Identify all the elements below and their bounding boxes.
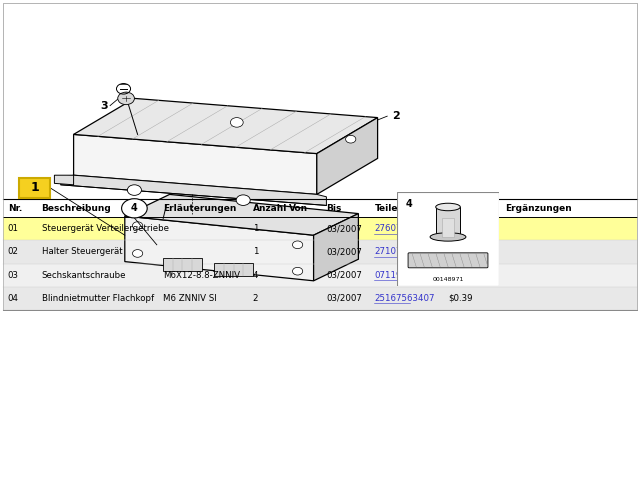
Text: 01: 01 xyxy=(8,225,19,233)
Polygon shape xyxy=(74,98,378,154)
Text: 07119905627: 07119905627 xyxy=(374,271,435,279)
Ellipse shape xyxy=(430,233,466,241)
Text: 27607607980: 27607607980 xyxy=(374,225,435,233)
Text: 25167563407: 25167563407 xyxy=(374,294,435,302)
Circle shape xyxy=(230,118,243,127)
Ellipse shape xyxy=(436,203,460,211)
Text: 03/2007: 03/2007 xyxy=(326,271,362,279)
Text: 2: 2 xyxy=(392,111,399,121)
Text: 02: 02 xyxy=(8,248,19,256)
Circle shape xyxy=(236,195,250,205)
Text: 3: 3 xyxy=(100,101,108,110)
Text: Beschreibung: Beschreibung xyxy=(42,204,111,213)
Text: 03/2007: 03/2007 xyxy=(326,248,362,256)
Text: 4: 4 xyxy=(131,204,138,213)
Bar xyxy=(3,3,637,310)
Polygon shape xyxy=(317,118,378,194)
Bar xyxy=(3,217,637,240)
Circle shape xyxy=(346,135,356,143)
Circle shape xyxy=(132,222,143,229)
Polygon shape xyxy=(74,134,317,194)
Text: Nr.: Nr. xyxy=(8,204,22,213)
Text: Erläuterungen: Erläuterungen xyxy=(163,204,237,213)
Circle shape xyxy=(122,199,147,218)
Bar xyxy=(3,287,637,310)
Text: M6 ZNNIV SI: M6 ZNNIV SI xyxy=(163,294,217,302)
Circle shape xyxy=(118,92,134,105)
Text: 1: 1 xyxy=(253,225,259,233)
Bar xyxy=(436,207,460,237)
Text: 1: 1 xyxy=(253,248,259,256)
Text: M6X12-8.8-ZNNIV: M6X12-8.8-ZNNIV xyxy=(163,271,240,279)
Circle shape xyxy=(292,267,303,275)
FancyBboxPatch shape xyxy=(408,253,488,268)
Bar xyxy=(163,258,202,271)
Text: Teilenummer: Teilenummer xyxy=(374,204,440,213)
Text: 4: 4 xyxy=(253,271,259,279)
Polygon shape xyxy=(125,194,358,235)
Text: Halter Steuergerät: Halter Steuergerät xyxy=(42,248,122,256)
FancyBboxPatch shape xyxy=(19,178,50,198)
Circle shape xyxy=(127,185,141,195)
Polygon shape xyxy=(125,216,314,281)
Text: 4: 4 xyxy=(406,200,412,209)
Text: 00148971: 00148971 xyxy=(432,277,464,282)
Bar xyxy=(3,199,637,217)
Text: 04: 04 xyxy=(8,294,19,302)
Polygon shape xyxy=(54,175,74,185)
Text: 27107536750: 27107536750 xyxy=(374,248,435,256)
Circle shape xyxy=(132,250,143,257)
Text: Von: Von xyxy=(289,204,308,213)
Bar xyxy=(214,263,253,276)
Bar xyxy=(3,264,637,287)
Text: Preis: Preis xyxy=(448,204,474,213)
Polygon shape xyxy=(61,175,326,205)
Text: 03/2007: 03/2007 xyxy=(326,294,362,302)
Text: Anzahl: Anzahl xyxy=(253,204,287,213)
Circle shape xyxy=(292,241,303,249)
Text: Steuergerät Verteilergetriebe: Steuergerät Verteilergetriebe xyxy=(42,225,168,233)
Text: 1: 1 xyxy=(30,181,39,194)
Bar xyxy=(3,3,637,310)
Bar xyxy=(442,218,454,237)
Polygon shape xyxy=(314,214,358,281)
Text: 03/2007: 03/2007 xyxy=(326,225,362,233)
Text: 2: 2 xyxy=(253,294,259,302)
Bar xyxy=(3,240,637,264)
Text: Blindnietmutter Flachkopf: Blindnietmutter Flachkopf xyxy=(42,294,154,302)
Text: $0.39: $0.39 xyxy=(448,294,472,302)
Text: Sechskantschraube: Sechskantschraube xyxy=(42,271,126,279)
Text: $33.92: $33.92 xyxy=(448,248,478,256)
Text: Ergänzungen: Ergänzungen xyxy=(506,204,572,213)
Text: $0.30: $0.30 xyxy=(448,271,472,279)
Text: Bis: Bis xyxy=(326,204,342,213)
Text: 03: 03 xyxy=(8,271,19,279)
